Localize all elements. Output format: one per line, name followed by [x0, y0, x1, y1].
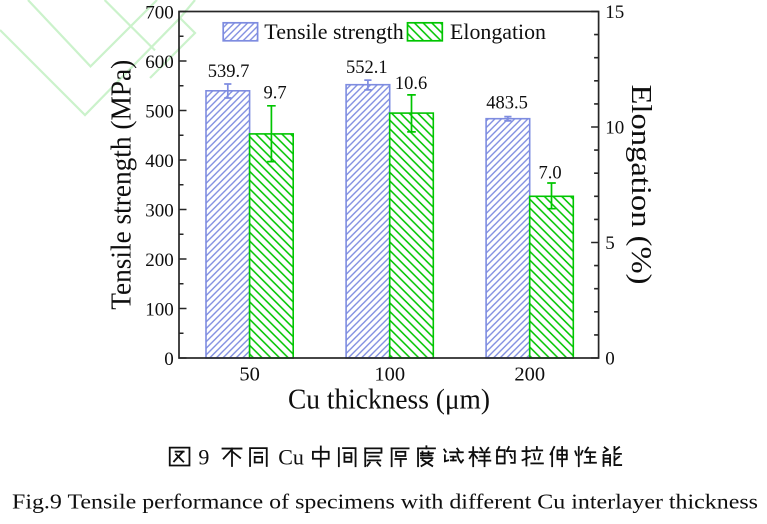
- svg-text:Tensile strength: Tensile strength: [264, 19, 404, 44]
- svg-text:Fig.9 Tensile performance of s: Fig.9 Tensile performance of specimens w…: [12, 490, 758, 514]
- svg-text:Cu: Cu: [278, 445, 304, 470]
- svg-text:200: 200: [145, 250, 174, 271]
- svg-text:552.1: 552.1: [346, 58, 388, 78]
- svg-text:200: 200: [514, 363, 545, 385]
- svg-text:100: 100: [145, 300, 174, 321]
- svg-text:100: 100: [374, 363, 405, 385]
- svg-text:7.0: 7.0: [538, 164, 561, 184]
- svg-text:Tensile strength (MPa): Tensile strength (MPa): [105, 60, 137, 310]
- svg-text:9.7: 9.7: [263, 84, 286, 104]
- svg-text:400: 400: [145, 151, 174, 172]
- svg-text:Elongation (%): Elongation (%): [625, 85, 657, 285]
- svg-text:539.7: 539.7: [208, 62, 250, 82]
- svg-text:10: 10: [605, 118, 624, 139]
- svg-text:600: 600: [145, 52, 174, 73]
- svg-text:0: 0: [605, 349, 615, 370]
- svg-text:15: 15: [605, 2, 624, 23]
- svg-text:Elongation: Elongation: [450, 19, 546, 44]
- svg-text:700: 700: [145, 3, 174, 24]
- svg-text:50: 50: [239, 363, 260, 385]
- svg-text:Cu thickness (μm): Cu thickness (μm): [288, 384, 490, 416]
- svg-text:0: 0: [164, 349, 174, 370]
- svg-text:9: 9: [198, 445, 209, 470]
- svg-text:483.5: 483.5: [486, 94, 528, 114]
- svg-text:500: 500: [145, 102, 174, 123]
- svg-text:5: 5: [605, 233, 615, 254]
- svg-text:300: 300: [145, 201, 174, 222]
- svg-text:10.6: 10.6: [395, 74, 427, 94]
